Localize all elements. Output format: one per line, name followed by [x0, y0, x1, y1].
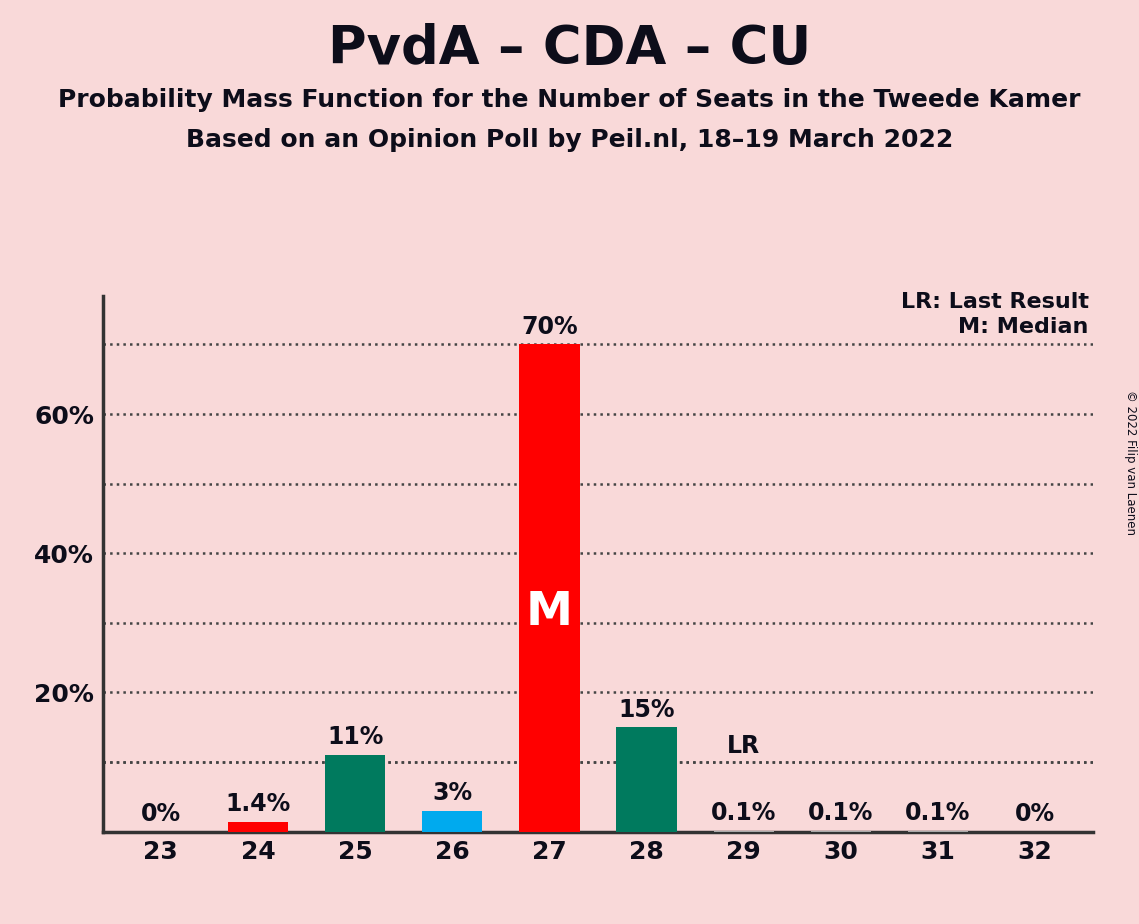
- Text: 0%: 0%: [1015, 802, 1055, 826]
- Text: 3%: 3%: [432, 781, 473, 805]
- Bar: [228, 821, 288, 832]
- Text: 15%: 15%: [618, 698, 674, 722]
- Bar: [423, 810, 482, 832]
- Text: LR: LR: [727, 734, 760, 758]
- Text: M: M: [526, 590, 573, 635]
- Bar: [616, 727, 677, 832]
- Text: 0.1%: 0.1%: [906, 801, 970, 825]
- Text: Based on an Opinion Poll by Peil.nl, 18–19 March 2022: Based on an Opinion Poll by Peil.nl, 18–…: [186, 128, 953, 152]
- Text: 0.1%: 0.1%: [711, 801, 777, 825]
- Text: 1.4%: 1.4%: [226, 792, 290, 816]
- Text: © 2022 Filip van Laenen: © 2022 Filip van Laenen: [1124, 390, 1137, 534]
- Text: Probability Mass Function for the Number of Seats in the Tweede Kamer: Probability Mass Function for the Number…: [58, 88, 1081, 112]
- Text: PvdA – CDA – CU: PvdA – CDA – CU: [328, 23, 811, 75]
- Text: 11%: 11%: [327, 725, 384, 749]
- Text: 70%: 70%: [521, 315, 577, 339]
- Bar: [325, 755, 385, 832]
- Text: 0%: 0%: [141, 802, 181, 826]
- Text: LR: Last Result: LR: Last Result: [901, 292, 1089, 312]
- Bar: [519, 345, 580, 832]
- Text: M: Median: M: Median: [958, 317, 1089, 336]
- Text: 0.1%: 0.1%: [809, 801, 874, 825]
